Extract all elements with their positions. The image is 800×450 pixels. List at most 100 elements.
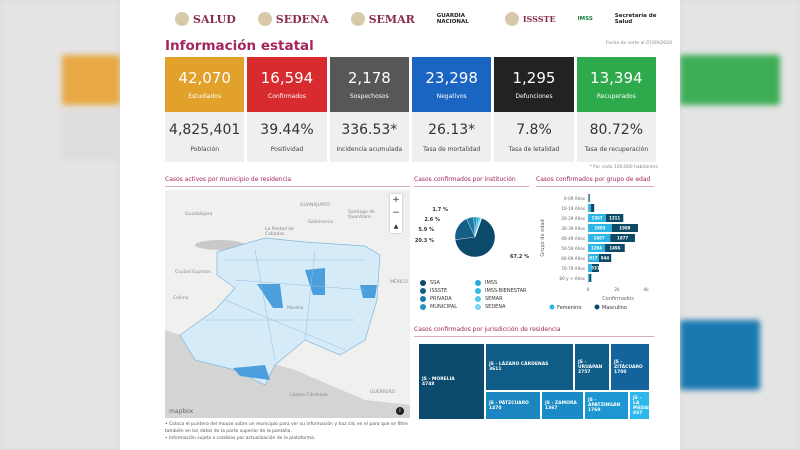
legend-label: SEMAR	[485, 296, 503, 302]
age-bar-femenino[interactable]	[588, 194, 589, 202]
treemap-cell[interactable]: JS - URUAPAN 2757	[574, 343, 610, 391]
pie-data-label: 67.2 %	[510, 254, 529, 260]
stat-card-top: 16,594 Confirmados	[247, 57, 327, 112]
age-tick-label: 20-29 Años	[561, 216, 585, 221]
treemap-label: JS - ZAMORA	[545, 400, 577, 406]
age-bar-masculino[interactable]	[591, 204, 595, 212]
treemap-cell[interactable]: JS - LA PIEDAD 837	[629, 391, 652, 420]
legend-swatch	[475, 304, 481, 310]
pie-slice-sedena[interactable]	[474, 217, 483, 238]
map-label: Colima	[173, 296, 189, 301]
age-bar-masculino[interactable]	[605, 244, 625, 252]
legend-label: Masculino	[602, 305, 627, 310]
age-bar-femenino[interactable]	[588, 204, 592, 212]
legend-item[interactable]: IMSS-BIENESTAR	[475, 288, 526, 294]
legend-swatch	[420, 304, 426, 310]
legend-item[interactable]: SSA	[420, 280, 440, 286]
stat-sub-value: 7.8%	[516, 121, 552, 138]
age-tick-label: 30-39 Años	[561, 226, 585, 231]
mapbox-attribution[interactable]: mapbox	[169, 408, 194, 415]
stat-card-bottom: 26.13* Tasa de mortalidad	[411, 112, 492, 162]
treemap-value: 4748	[422, 381, 435, 387]
zoom-in-button[interactable]: +	[392, 195, 400, 205]
treemap-cell[interactable]: JS - APATZINGÁN 1769	[584, 391, 629, 420]
stat-sub-value: 336.53*	[341, 121, 398, 138]
stat-sub-value: 80.72%	[589, 121, 643, 138]
age-group-bar-chart[interactable]: 0-09 Años 10-19 Años 20-29 Años 1367 1311 30-…	[536, 190, 654, 310]
age-tick-label: 10-19 Años	[561, 206, 585, 211]
page-title: Información estatal	[165, 38, 314, 54]
stat-value: 23,298	[425, 69, 478, 87]
treemap-title: Casos confirmados por jurisdicción de re…	[414, 326, 654, 337]
map-label: MÉXICO	[390, 280, 408, 285]
legend-item[interactable]: SEMAR	[475, 296, 503, 302]
bar-data-label: 1877	[617, 236, 628, 241]
map-shapes	[165, 237, 410, 418]
stat-label: Negativos	[436, 93, 467, 100]
legend-swatch	[420, 288, 426, 294]
logo-guardia-nacional: GUARDIA NACIONAL	[436, 13, 469, 25]
logo-salud: SALUD	[175, 12, 236, 26]
compass-button[interactable]: ▲	[393, 223, 399, 230]
age-bar-femenino[interactable]	[588, 274, 590, 282]
bar-data-label: 1367	[591, 216, 602, 221]
bar-data-label: 817	[589, 256, 598, 261]
blurred-background-left	[0, 0, 120, 450]
stat-card: 1,295 Defunciones 7.8% Tasa de letalidad	[494, 57, 574, 162]
treemap-label: JS - APATZINGÁN	[588, 398, 621, 408]
treemap-cell[interactable]: JS - LÁZARO CÁRDENAS 3611	[485, 343, 574, 391]
age-bar-femenino[interactable]	[588, 224, 612, 232]
michoacan-state	[179, 237, 381, 386]
age-bar-masculino[interactable]	[589, 274, 592, 282]
treemap-cell[interactable]: JS - ZITÁCUARO 1700	[610, 343, 650, 391]
logo-secretaria-salud: Secretaría de Salud	[614, 13, 657, 25]
age-bar-femenino[interactable]	[588, 234, 611, 242]
treemap-cell[interactable]: JS - ZAMORA 1367	[541, 391, 584, 420]
blurred-background-right	[680, 0, 800, 450]
legend-swatch	[475, 296, 481, 302]
age-bar-masculino[interactable]	[598, 254, 612, 262]
jurisdiction-treemap[interactable]: JS - MORELIA 4748 JS - LÁZARO CÁRDENAS 3611…	[418, 343, 652, 420]
age-bar-masculino[interactable]	[591, 264, 599, 272]
age-bar-femenino[interactable]	[588, 244, 606, 252]
stat-label: Sospechosos	[349, 93, 389, 100]
municipality-map[interactable]: Guadalajara GUANAJUATO Salamanca Santiag…	[165, 190, 410, 418]
stat-value: 42,070	[178, 69, 231, 87]
treemap-value: 2757	[578, 369, 591, 375]
stat-label: Defunciones	[515, 93, 553, 100]
age-bar-masculino[interactable]	[611, 224, 638, 232]
zoom-out-button[interactable]: −	[392, 208, 400, 218]
age-tick-label: 60-69 Años	[561, 256, 585, 261]
pie-slice-ssa[interactable]	[455, 218, 496, 258]
age-bar-femenino[interactable]	[588, 264, 592, 272]
legend-item[interactable]: SEDENA	[475, 304, 506, 310]
treemap-cell[interactable]: JS - PÁTZCUARO 1470	[485, 391, 541, 420]
stat-label: Recuperados	[596, 93, 636, 100]
stat-card: 23,298 Negativos 26.13* Tasa de mortalidad	[411, 57, 492, 162]
legend-swatch	[420, 296, 426, 302]
legend-label: ISSSTE	[430, 288, 448, 294]
legend-item[interactable]: ISSSTE	[420, 288, 447, 294]
stat-value: 13,394	[590, 69, 643, 87]
age-bar-masculino[interactable]	[588, 194, 590, 202]
cutoff-date: Fecha de corte al 07/09/2020	[605, 41, 672, 46]
age-bar-masculino[interactable]	[610, 234, 635, 242]
map-instructions: • Coloca el puntero del mouse sobre un m…	[165, 421, 415, 442]
treemap-cell[interactable]: JS - MORELIA 4748	[418, 343, 485, 420]
bar-data-label: 1496	[609, 246, 620, 251]
legend-label: SSA	[430, 280, 440, 286]
institution-pie-chart[interactable]: 67.2 % 20.3 % 5.9 % 2.6 % 1.7 %	[414, 190, 529, 275]
logo-imss: IMSS	[577, 16, 593, 22]
bar-data-label: 1294	[591, 246, 602, 251]
age-bar-femenino[interactable]	[588, 214, 607, 222]
map-label: La Piedad de Cabadas	[265, 227, 294, 237]
legend-label: PRIVADA	[430, 296, 452, 302]
treemap-value: 1700	[614, 369, 627, 375]
age-bar-femenino[interactable]	[588, 254, 599, 262]
legend-item[interactable]: IMSS	[475, 280, 497, 286]
map-label: Santiago de Querétaro	[348, 210, 375, 220]
legend-item[interactable]: MUNICIPAL	[420, 304, 457, 310]
legend-item[interactable]: PRIVADA	[420, 296, 452, 302]
info-icon[interactable]: i	[396, 407, 404, 415]
age-bar-masculino[interactable]	[606, 214, 624, 222]
